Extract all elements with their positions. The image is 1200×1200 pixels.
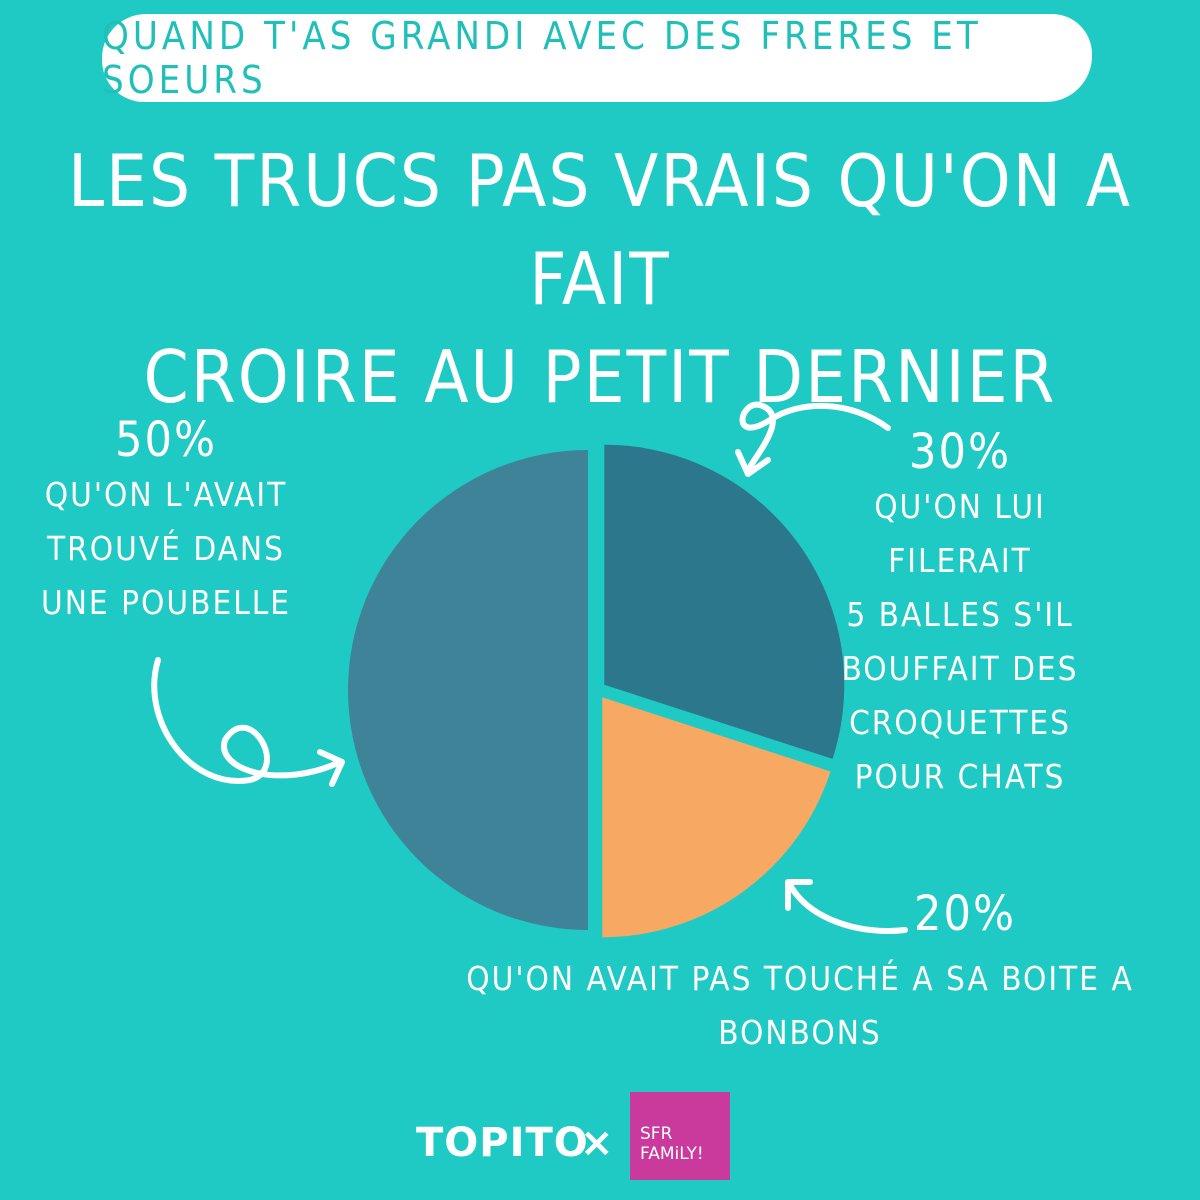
arrow-bottom-icon bbox=[787, 882, 908, 934]
page-title: LES TRUCS PAS VRAIS QU'ON A FAIT CROIRE … bbox=[40, 132, 1160, 426]
slice-percent-c: 20% bbox=[914, 886, 1016, 942]
slice-bonbons bbox=[602, 697, 831, 938]
sfr-logo-line-1: SFR bbox=[640, 1124, 673, 1144]
slice-desc-a-1: QU'ON L'AVAIT bbox=[44, 475, 288, 514]
arrow-top-icon bbox=[739, 401, 891, 473]
slice-desc-c: QU'ON AVAIT PAS TOUCHÉ A SA BOITE A BONB… bbox=[466, 959, 1134, 1052]
slice-percent-a: 50% bbox=[115, 412, 217, 468]
slice-desc-b-3: BOUFFAIT DES bbox=[841, 649, 1079, 688]
arrow-top-head-icon bbox=[735, 449, 771, 477]
slice-trouve-poubelle bbox=[348, 450, 588, 930]
subtitle-banner: QUAND T'AS GRANDI AVEC DES FRERES ET SOE… bbox=[102, 14, 1092, 102]
slice-desc-b-2: 5 BALLES S'IL bbox=[846, 595, 1074, 634]
subtitle-text: QUAND T'AS GRANDI AVEC DES FRERES ET SOE… bbox=[102, 14, 982, 102]
times-icon: × bbox=[580, 1120, 614, 1166]
topito-logo: TOPITO bbox=[416, 1120, 589, 1166]
arrows bbox=[151, 401, 908, 934]
slice-desc-b-5: POUR CHATS bbox=[854, 757, 1066, 796]
arrow-bottom-head-icon bbox=[785, 879, 813, 911]
slice-desc-b-1: QU'ON LUI FILERAIT bbox=[874, 487, 1046, 580]
sfr-logo-line-2: FAMiLY! bbox=[640, 1144, 704, 1164]
pie-slices bbox=[348, 444, 845, 938]
slice-label-b: 30% QU'ON LUI FILERAIT 5 BALLES S'IL BOU… bbox=[820, 424, 1100, 804]
slice-desc-a-3: UNE POUBELLE bbox=[40, 583, 292, 622]
slice-croquettes bbox=[604, 444, 845, 759]
slice-label-a: 50% QU'ON L'AVAIT TROUVÉ DANS UNE POUBEL… bbox=[36, 412, 296, 630]
title-line-1: LES TRUCS PAS VRAIS QU'ON A FAIT bbox=[67, 139, 1132, 321]
slice-percent-b: 30% bbox=[909, 424, 1011, 480]
arrow-left-icon bbox=[151, 657, 343, 784]
arrow-left-head-icon bbox=[317, 749, 345, 787]
footer-logos: TOPITO × SFR FAMiLY! bbox=[0, 1090, 1200, 1180]
title-line-2: CROIRE AU PETIT DERNIER bbox=[143, 335, 1057, 419]
slice-desc-b-4: CROQUETTES bbox=[849, 703, 1071, 742]
slice-desc-a-2: TROUVÉ DANS bbox=[47, 529, 285, 568]
sfr-family-logo: SFR FAMiLY! bbox=[630, 1092, 730, 1180]
